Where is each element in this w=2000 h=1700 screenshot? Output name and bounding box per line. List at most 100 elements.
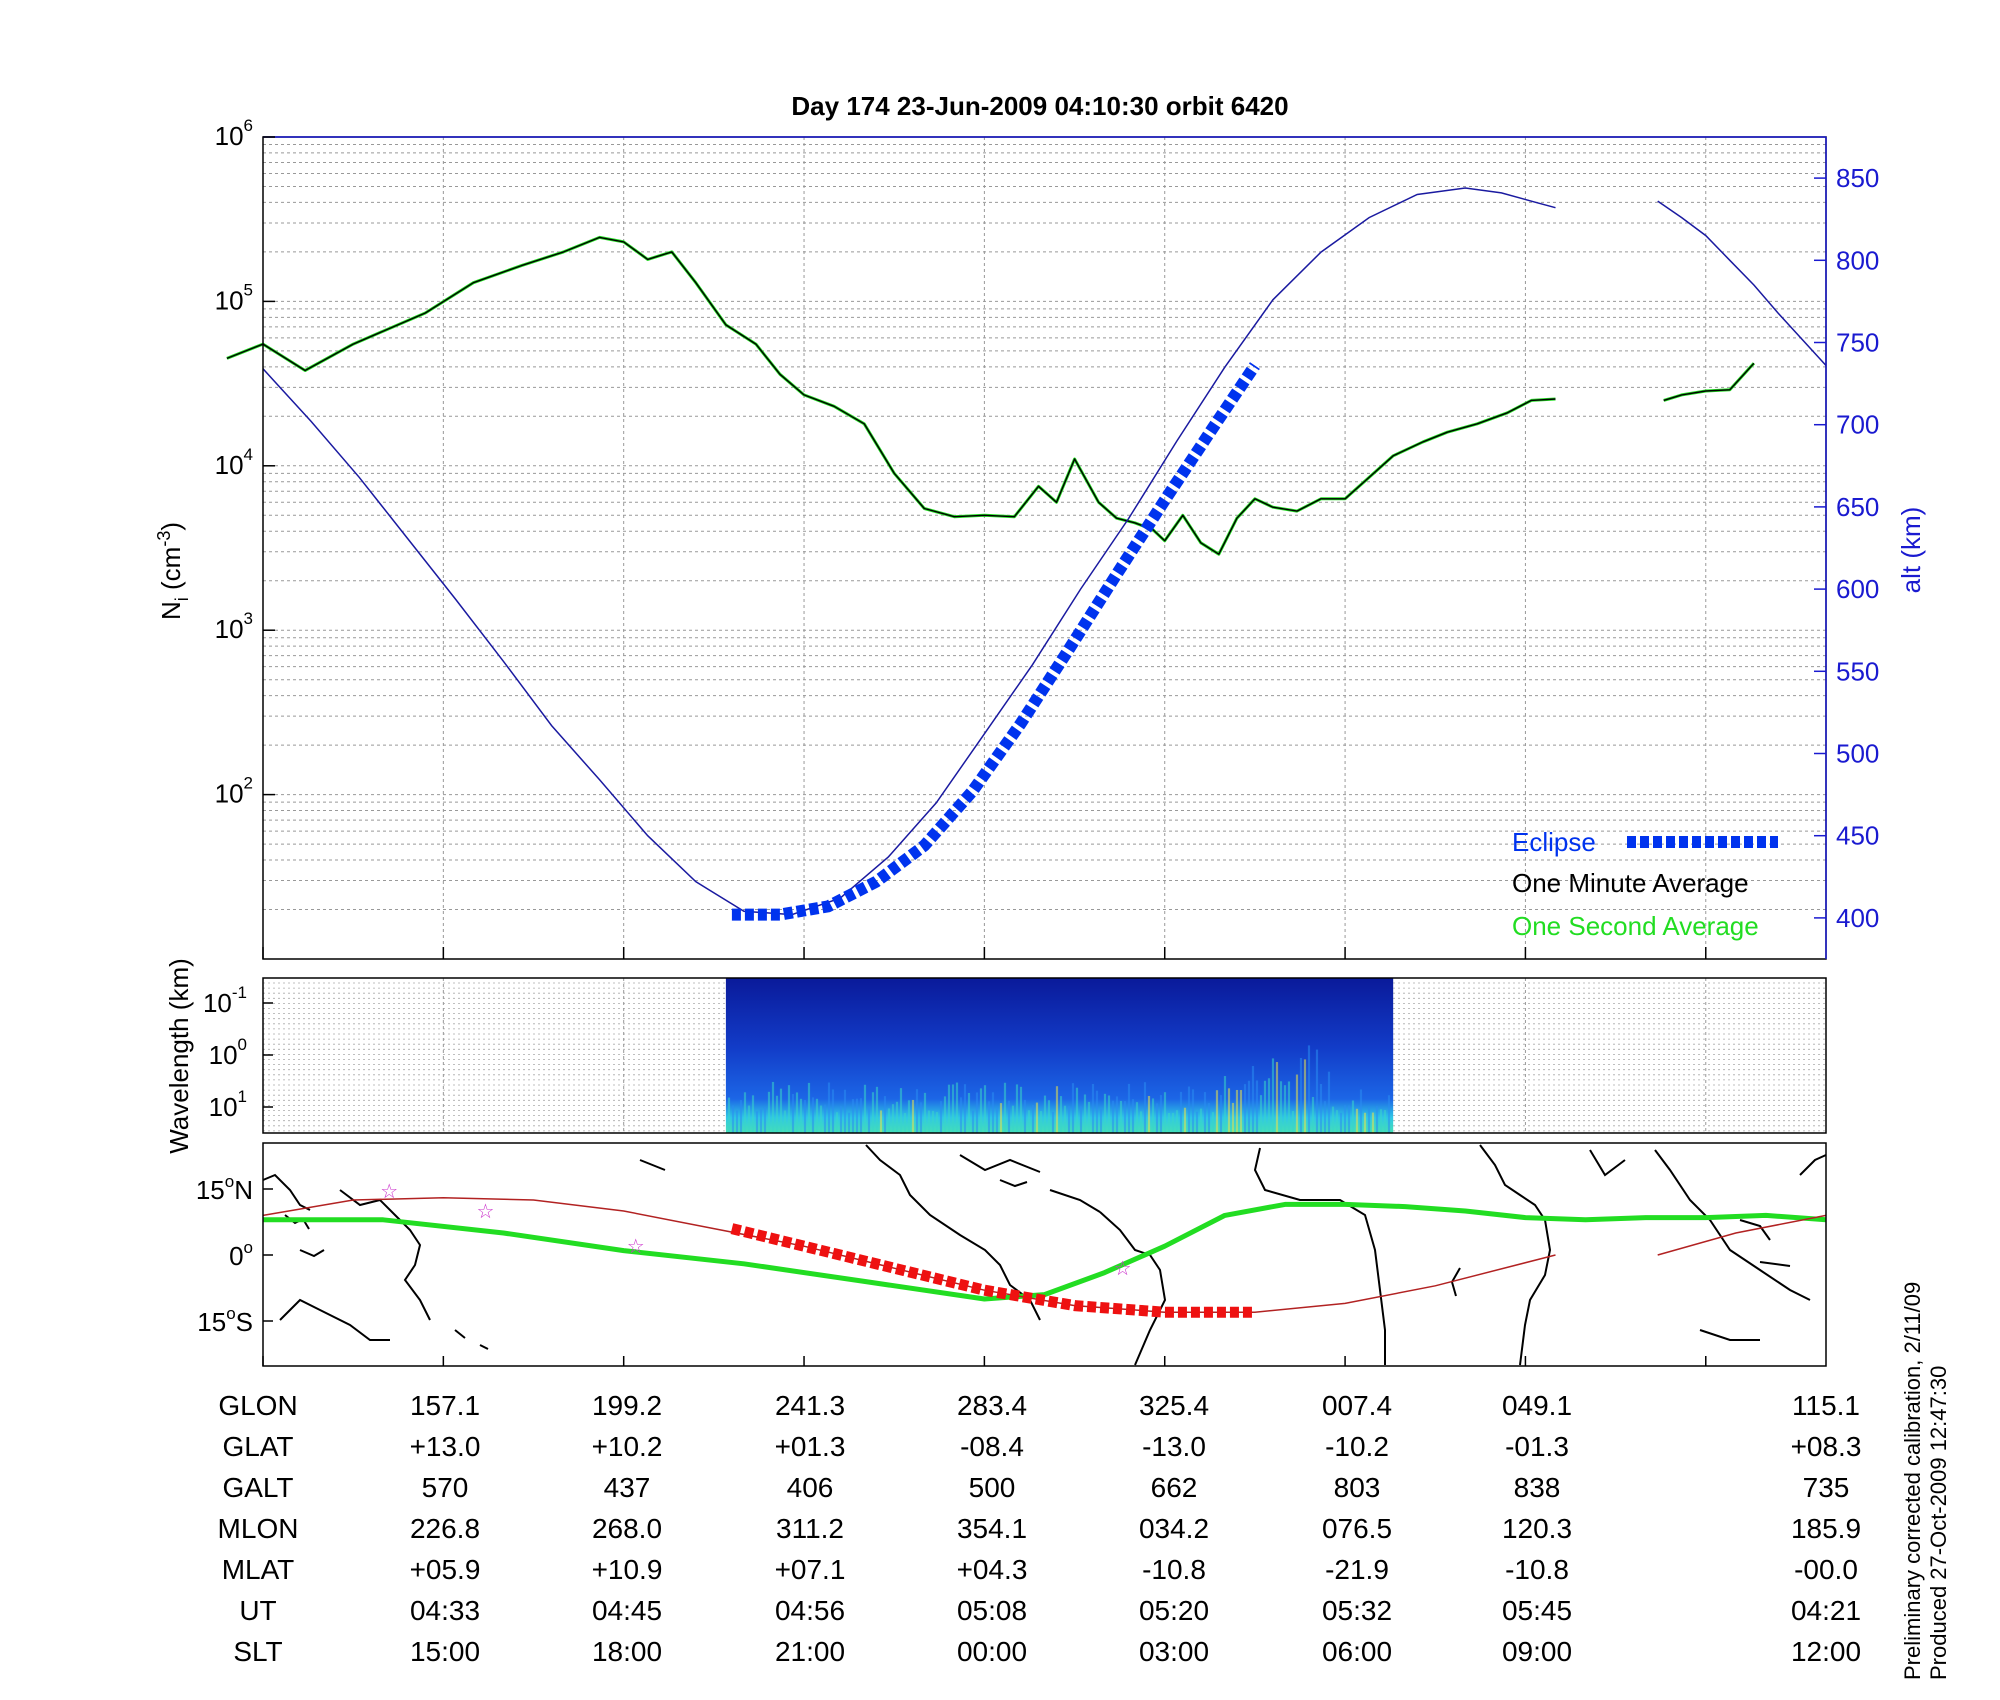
star-marker-icon: ☆ — [1114, 1258, 1132, 1280]
spectrogram-streak — [1111, 1100, 1115, 1133]
table-cell: 354.1 — [956, 1513, 1028, 1544]
spectrogram-streak — [1079, 1106, 1083, 1133]
spectrogram-streak — [791, 1094, 795, 1133]
spectrogram-streak — [951, 1084, 955, 1133]
y-tick-label: 105 — [215, 280, 253, 315]
spectrogram-streak — [1379, 1109, 1383, 1133]
table-cell: 00:00 — [956, 1636, 1028, 1667]
table-cell: +13.0 — [409, 1431, 481, 1462]
spectrogram-streak — [943, 1096, 947, 1133]
y-tick-label: 104 — [215, 445, 253, 480]
table-cell: 406 — [786, 1472, 834, 1503]
spectrogram-streak — [1267, 1078, 1271, 1133]
spectrogram-streak — [867, 1108, 871, 1133]
spectrogram-streak — [1323, 1101, 1327, 1133]
table-cell: 03:00 — [1138, 1636, 1210, 1667]
spectrogram-streak — [1051, 1111, 1055, 1133]
spectrogram-streak — [767, 1091, 771, 1133]
legend-minute-label: One Minute Average — [1512, 868, 1749, 898]
table-cell: 115.1 — [1792, 1390, 1860, 1421]
one-second-average-line — [226, 235, 1556, 556]
spectrogram-streak — [727, 1097, 731, 1133]
spectrogram-streak — [971, 1110, 975, 1133]
table-row-label: MLON — [217, 1513, 299, 1544]
spectrogram-streak — [1319, 1084, 1323, 1133]
spectrogram-streak — [1087, 1101, 1091, 1133]
spectrogram-streak — [1251, 1065, 1255, 1133]
spectrogram-streak — [1275, 1062, 1279, 1133]
spectrogram-streak — [987, 1101, 991, 1133]
table-cell: 05:32 — [1321, 1595, 1393, 1626]
table-cell: -00.0 — [1794, 1554, 1858, 1585]
latitude-tick-label: 15oS — [197, 1304, 253, 1337]
spectrogram-streak — [735, 1110, 739, 1133]
spectrogram-streak — [1019, 1086, 1023, 1133]
table-cell: 283.4 — [956, 1390, 1028, 1421]
spectrogram-streak — [939, 1101, 943, 1133]
spectrogram-streak — [1375, 1105, 1379, 1133]
spectrogram-streak — [1231, 1102, 1235, 1133]
spectrogram-streak — [1083, 1094, 1087, 1133]
spectrogram-streak — [907, 1100, 911, 1133]
spectrogram-streak — [1271, 1058, 1275, 1133]
spectrogram-streak — [827, 1082, 831, 1133]
spectrogram-streak — [1243, 1084, 1247, 1133]
spectrogram-streak — [1039, 1111, 1043, 1133]
spectrogram-streak — [895, 1101, 899, 1133]
ground-track-line — [1657, 1214, 1827, 1256]
spectrogram-streak — [1259, 1095, 1263, 1133]
wavelength-tick-label: 101 — [209, 1087, 247, 1122]
spectrogram-streak — [1167, 1112, 1171, 1133]
spectrogram-streak — [1315, 1049, 1319, 1133]
y-tick-label: 102 — [215, 774, 253, 809]
altitude-tick-label: 800 — [1836, 245, 1879, 275]
spectrogram-streak — [1279, 1081, 1283, 1133]
table-cell: +01.3 — [774, 1431, 846, 1462]
spectrogram-streak — [1283, 1085, 1287, 1133]
spectrogram-streak — [1347, 1105, 1351, 1133]
spectrogram-streak — [1023, 1099, 1027, 1133]
wavelength-tick-label: 100 — [209, 1035, 247, 1070]
spectrogram-streak — [1003, 1082, 1007, 1133]
altitude-axis-label: alt (km) — [1896, 507, 1926, 594]
table-cell: 157.1 — [409, 1390, 481, 1421]
spectrogram-streak — [775, 1095, 779, 1133]
density-axis-label: Ni (cm-3) — [154, 522, 192, 620]
spectrogram-streak — [839, 1106, 843, 1133]
table-cell: 437 — [603, 1472, 651, 1503]
table-cell: 15:00 — [409, 1636, 481, 1667]
spectrogram-streak — [1235, 1089, 1239, 1133]
spectrogram-streak — [1359, 1089, 1363, 1133]
altitude-tick-label: 400 — [1836, 903, 1879, 933]
spectrogram-streak — [1179, 1091, 1183, 1133]
table-row-label: MLAT — [221, 1554, 295, 1585]
table-cell: +05.9 — [409, 1554, 481, 1585]
spectrogram-streak — [835, 1112, 839, 1133]
spectrogram-streak — [819, 1105, 823, 1133]
calibration-note-line1: Preliminary corrected calibration, 2/11/… — [1900, 1281, 1925, 1680]
table-cell: 570 — [421, 1472, 469, 1503]
spectrogram-streak — [1263, 1080, 1267, 1133]
table-cell: 05:45 — [1501, 1595, 1573, 1626]
spectrogram-streak — [743, 1092, 747, 1133]
one-minute-average-line — [1663, 362, 1755, 402]
spectrogram-streak — [911, 1099, 915, 1133]
spectrogram-streak — [799, 1098, 803, 1133]
spectrogram-streak — [919, 1102, 923, 1133]
spectrogram-streak — [871, 1092, 875, 1133]
spectrogram-streak — [1299, 1057, 1303, 1133]
spectrogram-streak — [831, 1089, 835, 1133]
star-marker-icon: ☆ — [476, 1201, 494, 1223]
spectrogram-streak — [1291, 1110, 1295, 1133]
chart-title: Day 174 23-Jun-2009 04:10:30 orbit 6420 — [791, 91, 1288, 121]
magnetic-equator-line — [263, 1201, 1827, 1302]
altitude-tick-label: 600 — [1836, 574, 1879, 604]
spectrogram-streak — [931, 1110, 935, 1133]
spectrogram-streak — [1207, 1102, 1211, 1133]
spectrogram-streak — [991, 1092, 995, 1133]
table-cell: 325.4 — [1138, 1390, 1210, 1421]
map-panel: ☆ ☆ ☆ ☆ 15oN 0o 15oS — [196, 1142, 1827, 1367]
spectrogram-streak — [1155, 1103, 1159, 1133]
altitude-tick-label: 650 — [1836, 492, 1879, 522]
spectrogram-streak — [807, 1082, 811, 1133]
